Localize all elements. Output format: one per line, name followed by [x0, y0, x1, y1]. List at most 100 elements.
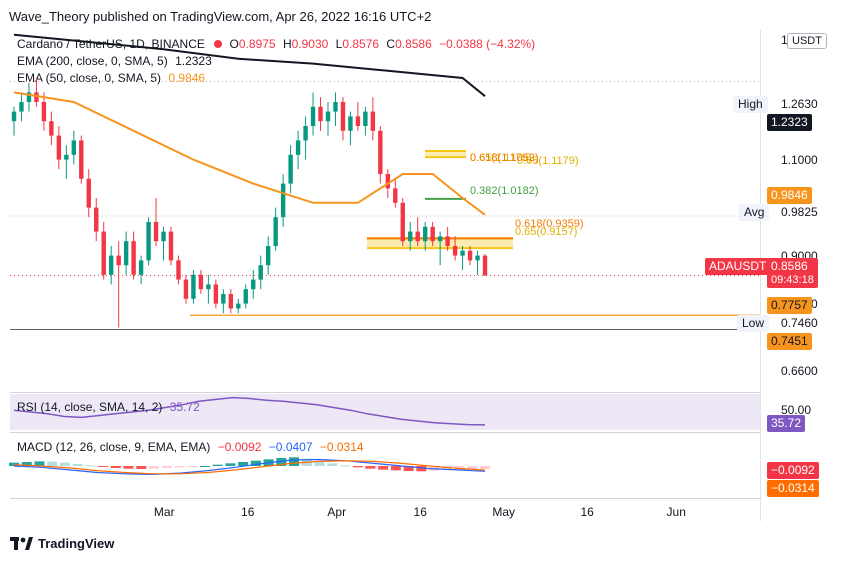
macd-hist-bar [352, 466, 363, 468]
candle-body [213, 284, 219, 304]
macd-hist-bar [390, 466, 401, 471]
tradingview-logo-icon [10, 536, 33, 550]
candle-body [108, 255, 114, 275]
macd-hist-bar [212, 464, 223, 466]
publisher-header: Wave_Theory published on TradingView.com… [9, 9, 432, 24]
macd-hist-bar [314, 460, 325, 466]
candle-body [273, 217, 278, 246]
signal-line [13, 460, 486, 475]
candle-body [19, 102, 24, 112]
macd-hist-bar [187, 466, 198, 467]
candle-body [79, 140, 84, 179]
macd-hist-bar [98, 466, 109, 468]
candle-body [41, 102, 47, 122]
last-price: 0.8586 [771, 259, 808, 273]
macd-legend[interactable]: MACD (12, 26, close, 9, EMA, EMA) −0.009… [17, 440, 364, 454]
candle-body [310, 106, 316, 126]
candle-body [34, 92, 39, 102]
candle-body [243, 289, 248, 304]
candle-body [422, 226, 428, 242]
candle-body [191, 274, 196, 299]
candle-body [71, 140, 77, 155]
macd-hist-bar [480, 466, 490, 470]
macd-pane-separator [10, 432, 760, 433]
macd-hist-bar [339, 465, 350, 467]
candle-body [183, 279, 189, 299]
candle-body [228, 294, 234, 309]
ema50-line [13, 91, 486, 216]
rsi-legend[interactable]: RSI (14, close, SMA, 14, 2) 35.72 [17, 400, 200, 414]
candle-body [303, 126, 308, 141]
currency-selector[interactable]: USDT [787, 33, 827, 49]
macd-hist-bar [9, 462, 19, 466]
fib-upper-zone [425, 151, 466, 158]
ema200-legend[interactable]: EMA (200, close, 0, SMA, 5) 1.2323 [17, 54, 212, 68]
macd-hist-bar [174, 466, 185, 468]
support-price-tag: 0.7757 [767, 297, 812, 314]
price-axis-tick: 1 [781, 32, 788, 47]
candle-body [131, 241, 136, 275]
time-axis-tick: Apr [327, 505, 347, 519]
signal-line-value: −0.0314 [319, 440, 364, 454]
signal-tag: −0.0314 [767, 480, 819, 497]
status-dot-icon [214, 40, 223, 48]
rsi-pane-separator [10, 392, 760, 393]
candle-body [94, 207, 99, 232]
macd-hist-bar [59, 462, 70, 466]
candle-body [288, 154, 293, 184]
candle-body [86, 178, 91, 208]
macd-hist-bar [110, 466, 121, 469]
candle-body [161, 231, 166, 242]
fib-label-065-top: 0.65(1.1179) [470, 152, 532, 164]
candle-body [325, 111, 331, 122]
candle-body [437, 236, 443, 242]
macd-tag: −0.0092 [767, 462, 819, 479]
macd-hist-bar [416, 466, 427, 472]
macd-hist-bar [85, 465, 96, 467]
candle-body [355, 116, 361, 126]
macd-hist-bar [454, 466, 465, 470]
candle-body [378, 130, 383, 174]
candle-body [11, 111, 17, 122]
fib-label-0382: 0.382(1.0182) [470, 185, 539, 197]
low-value: 0.8576 [342, 37, 380, 51]
candle-body [385, 174, 391, 189]
candle-body [318, 106, 323, 122]
candle-body [295, 140, 301, 155]
ema50-legend[interactable]: EMA (50, close, 0, SMA, 5) 0.9846 [17, 71, 206, 85]
macd-hist-bar [47, 461, 58, 466]
rsi-tag: 35.72 [767, 415, 806, 432]
ema50-legend-value: 0.9846 [168, 71, 206, 85]
high-value: 0.9030 [291, 37, 329, 51]
macd-hist-bar [225, 463, 236, 466]
candle-body [206, 284, 211, 290]
macd-hist-bar [365, 466, 376, 469]
low-value-tick: 0.7460 [781, 316, 818, 330]
price-axis-tick: 0.6600 [781, 363, 818, 378]
time-axis-separator [10, 498, 760, 499]
candle-body [400, 202, 405, 242]
macd-hist-bar [123, 466, 134, 469]
time-axis-tick: 16 [580, 505, 594, 519]
fib-label-0618-upper: 0.618(1.1052) [470, 152, 539, 164]
tradingview-logo[interactable]: TradingView [10, 536, 114, 551]
macd-hist-bar [161, 466, 172, 469]
macd-hist-bar [378, 466, 389, 470]
candle-body [348, 116, 353, 131]
macd-hist-bar [467, 466, 478, 470]
macd-hist-bar [34, 461, 45, 466]
macd-hist-bar [136, 466, 147, 470]
candle-body [64, 154, 69, 160]
candle-body [49, 121, 54, 136]
high-label: High [733, 96, 768, 113]
macd-hist-bar [327, 463, 338, 466]
ema200-line [13, 33, 486, 97]
time-axis-tick: 16 [241, 505, 255, 519]
candle-body [56, 135, 62, 160]
candle-body [280, 183, 286, 218]
candle-body [221, 294, 226, 304]
macd-hist-bar [403, 466, 414, 472]
macd-hist-bar [238, 461, 249, 466]
candle-body [363, 111, 368, 126]
